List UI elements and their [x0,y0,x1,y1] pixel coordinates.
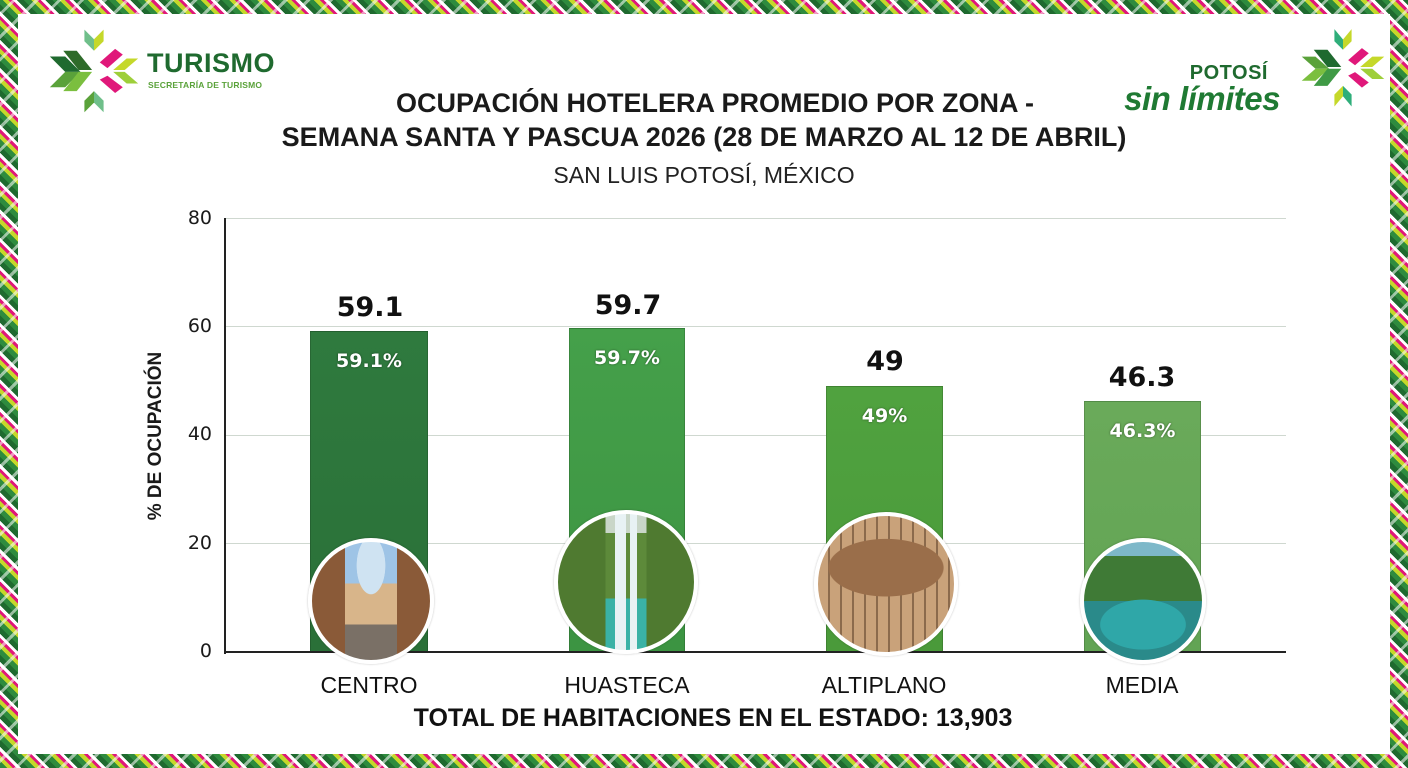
potosi-logo: POTOSÍ sin límites [1096,16,1386,117]
top-value-altiplano: 49 [866,346,904,377]
top-value-media: 46.3 [1108,362,1176,393]
potosi-text: POTOSÍ [1189,62,1268,84]
media-photo [1080,538,1206,664]
gridline [224,435,1286,436]
x-label-centro: CENTRO [320,672,418,698]
y-tick-20: 20 [187,532,212,554]
gridline [224,326,1286,327]
total-rooms-footnote: TOTAL DE HABITACIONES EN EL ESTADO: 13,9… [413,704,1013,732]
top-value-centro: 59.1 [336,292,404,323]
turismo-subtitle-text: SECRETARÍA DE TURISMO [148,80,263,90]
x-label-altiplano: ALTIPLANO [821,672,947,698]
turismo-logo: TURISMO SECRETARÍA DE TURISMO [46,22,326,122]
turismo-star-icon [49,29,139,113]
y-tick-40: 40 [187,423,212,445]
gridline [224,543,1286,544]
bar-value-label: 49% [861,405,908,428]
y-tick-60: 60 [187,315,212,337]
turismo-brand-text: TURISMO [147,48,275,78]
y-tick-0: 0 [199,640,212,662]
chart-title-line1: OCUPACIÓN HOTELERA PROMEDIO POR ZONA - [395,88,1034,118]
altiplano-photo [814,512,958,656]
sin-limites-text: sin límites [1124,80,1280,117]
y-axis-label: % DE OCUPACIÓN [145,351,166,521]
chart-subtitle: SAN LUIS POTOSÍ, MÉXICO [553,162,855,188]
top-value-huasteca: 59.7 [594,290,662,321]
gridline [224,218,1286,219]
bar-value-label: 59.1% [336,350,402,373]
x-axis [224,651,1286,653]
huasteca-photo [554,510,698,654]
chart-title-line2: SEMANA SANTA Y PASCUA 2026 (28 DE MARZO … [281,122,1127,152]
potosi-star-icon [1301,29,1385,107]
centro-photo [308,538,434,664]
x-label-media: MEDIA [1105,672,1179,698]
bar-value-label: 59.7% [594,347,660,370]
y-axis [224,218,226,654]
y-tick-80: 80 [187,207,212,229]
x-label-huasteca: HUASTECA [564,672,690,698]
bar-value-label: 46.3% [1109,419,1176,442]
